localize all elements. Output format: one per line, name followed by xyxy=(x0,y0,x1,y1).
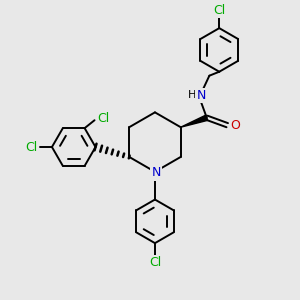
Polygon shape xyxy=(181,115,208,127)
Text: Cl: Cl xyxy=(213,4,225,17)
Text: N: N xyxy=(151,166,160,179)
Text: Cl: Cl xyxy=(97,112,110,125)
Text: O: O xyxy=(230,119,240,132)
Text: Cl: Cl xyxy=(25,140,37,154)
Text: Cl: Cl xyxy=(149,256,161,269)
Text: H: H xyxy=(188,90,196,100)
Text: N: N xyxy=(196,89,206,102)
